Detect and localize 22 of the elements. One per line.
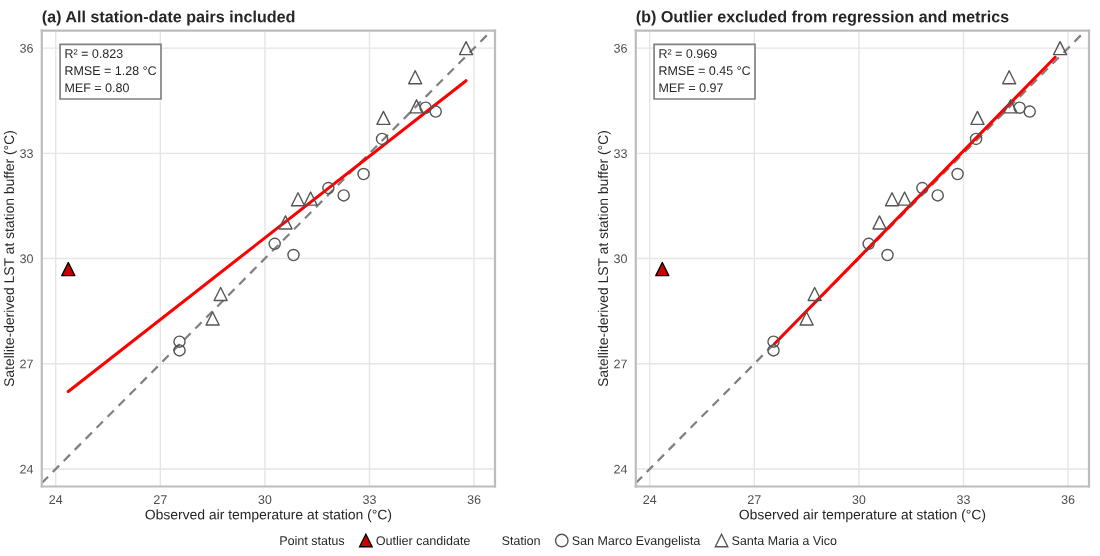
point — [458, 40, 474, 56]
point — [1003, 99, 1018, 114]
point — [1001, 70, 1017, 85]
point — [205, 311, 220, 326]
point — [897, 191, 912, 206]
chart-title: (b) Outlier excluded from regression and metrics — [636, 10, 1009, 26]
point — [409, 99, 424, 114]
point — [799, 311, 814, 326]
point — [872, 215, 887, 230]
point — [376, 110, 391, 126]
point — [970, 110, 985, 126]
point — [290, 192, 306, 207]
point — [213, 286, 228, 302]
point — [1052, 40, 1068, 56]
point — [655, 261, 670, 277]
point — [278, 215, 293, 230]
point — [407, 70, 423, 85]
chart-title: (a) All station-date pairs included — [42, 10, 295, 26]
point — [61, 261, 76, 277]
point — [807, 286, 822, 302]
point — [303, 191, 318, 206]
point — [884, 192, 900, 207]
